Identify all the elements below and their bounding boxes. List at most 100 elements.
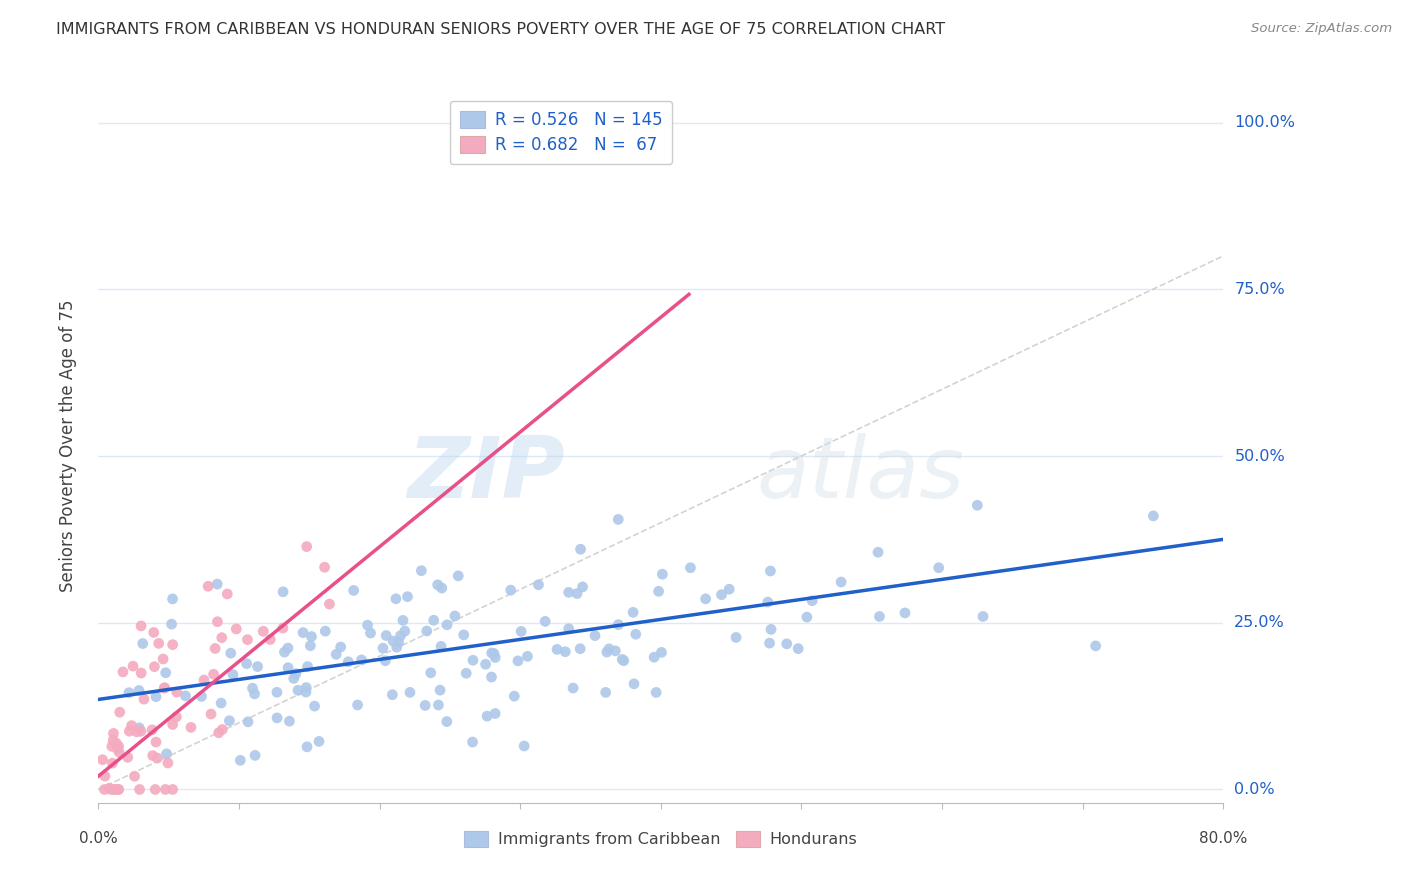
Point — [128, 782, 150, 797]
Point — [759, 564, 782, 578]
Point — [787, 641, 810, 656]
Point — [155, 782, 177, 797]
Point — [277, 661, 299, 675]
Point — [107, 782, 129, 797]
Point — [475, 709, 498, 723]
Point — [621, 605, 644, 619]
Point — [866, 545, 889, 559]
Point — [534, 615, 557, 629]
Point — [193, 673, 215, 687]
Point — [142, 748, 165, 763]
Point — [399, 685, 422, 699]
Point — [756, 595, 779, 609]
Point — [595, 685, 617, 699]
Point — [583, 629, 606, 643]
Point — [145, 735, 167, 749]
Point — [205, 577, 228, 591]
Point — [202, 667, 225, 681]
Point — [422, 613, 444, 627]
Text: 80.0%: 80.0% — [1199, 830, 1247, 846]
Point — [243, 748, 266, 763]
Point — [107, 782, 129, 797]
Point — [830, 574, 852, 589]
Text: 0.0%: 0.0% — [79, 830, 118, 846]
Point — [235, 657, 257, 671]
Point — [499, 583, 522, 598]
Point — [295, 681, 318, 695]
Point — [1142, 508, 1164, 523]
Point — [481, 670, 503, 684]
Point — [93, 782, 115, 797]
Point — [385, 591, 408, 606]
Point — [146, 751, 169, 765]
Point — [382, 634, 405, 648]
Point — [107, 739, 129, 754]
Point — [801, 593, 824, 607]
Point — [155, 665, 177, 680]
Point — [612, 652, 634, 666]
Point — [271, 584, 294, 599]
Point — [607, 617, 630, 632]
Point — [153, 681, 176, 695]
Point — [225, 622, 247, 636]
Point — [554, 645, 576, 659]
Point — [411, 564, 433, 578]
Point — [394, 624, 416, 638]
Point — [145, 690, 167, 704]
Point — [557, 585, 579, 599]
Point — [385, 640, 408, 655]
Point — [259, 632, 281, 647]
Point — [461, 735, 484, 749]
Point — [381, 688, 404, 702]
Point — [204, 641, 226, 656]
Point — [481, 646, 503, 660]
Point — [718, 582, 741, 597]
Point — [271, 621, 294, 635]
Point — [197, 579, 219, 593]
Point — [419, 665, 441, 680]
Point — [562, 681, 585, 695]
Point — [118, 686, 141, 700]
Point — [219, 646, 242, 660]
Point — [596, 645, 619, 659]
Text: 100.0%: 100.0% — [1234, 115, 1295, 130]
Point — [273, 645, 295, 659]
Point — [430, 581, 453, 595]
Point — [162, 782, 184, 797]
Point — [143, 659, 166, 673]
Point — [510, 624, 533, 639]
Point — [430, 640, 453, 654]
Point — [695, 591, 717, 606]
Point — [356, 618, 378, 632]
Point — [143, 782, 166, 797]
Point — [287, 683, 309, 698]
Point — [108, 705, 131, 719]
Point — [117, 750, 139, 764]
Point — [557, 622, 579, 636]
Point — [453, 628, 475, 642]
Text: ZIP: ZIP — [408, 433, 565, 516]
Point — [162, 591, 184, 606]
Point — [304, 699, 326, 714]
Point — [91, 753, 114, 767]
Point — [308, 734, 330, 748]
Point — [236, 632, 259, 647]
Point — [506, 654, 529, 668]
Point — [314, 624, 336, 639]
Point — [128, 683, 150, 698]
Point — [679, 560, 702, 574]
Point — [605, 644, 627, 658]
Point — [124, 769, 146, 783]
Point — [101, 756, 124, 771]
Point — [389, 629, 412, 643]
Point — [111, 665, 134, 679]
Point — [141, 723, 163, 737]
Text: 50.0%: 50.0% — [1234, 449, 1285, 464]
Point — [613, 654, 636, 668]
Point — [295, 739, 318, 754]
Text: 75.0%: 75.0% — [1234, 282, 1285, 297]
Point — [624, 627, 647, 641]
Point — [132, 636, 155, 650]
Point — [650, 645, 672, 659]
Point — [569, 542, 592, 557]
